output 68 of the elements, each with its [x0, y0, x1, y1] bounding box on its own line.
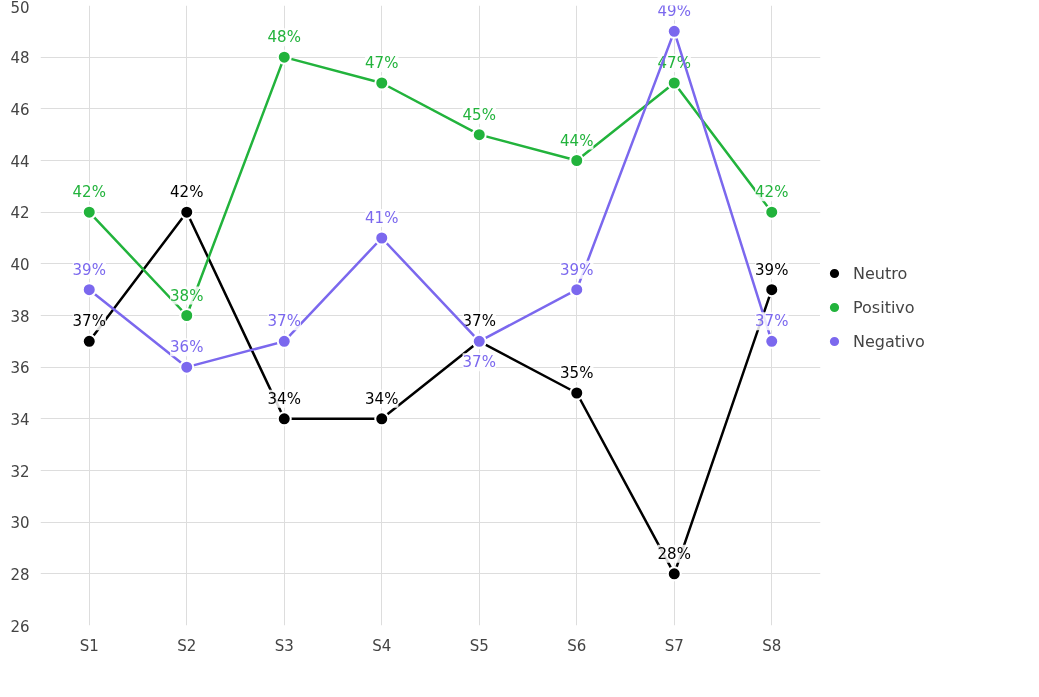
- point: [276, 333, 292, 349]
- y-tick-label: 44: [10, 152, 30, 171]
- data-label: 38%: [170, 286, 204, 305]
- x-tick-label: S5: [469, 636, 489, 655]
- legend-label: Positivo: [853, 297, 915, 317]
- point: [471, 127, 487, 143]
- data-label: 42%: [170, 183, 204, 202]
- point: [374, 230, 390, 246]
- point: [666, 75, 682, 91]
- point: [569, 282, 585, 298]
- data-label: 34%: [267, 389, 301, 408]
- point: [179, 204, 195, 220]
- data-label: 28%: [657, 544, 691, 563]
- data-label: 39%: [560, 260, 594, 279]
- point: [81, 333, 97, 349]
- data-label: 37%: [462, 312, 496, 331]
- data-label: 37%: [72, 312, 106, 331]
- data-label: 37%: [267, 312, 301, 331]
- data-label: 34%: [365, 389, 399, 408]
- point: [374, 411, 390, 427]
- point: [569, 385, 585, 401]
- y-tick-label: 50: [10, 0, 30, 17]
- point: [179, 359, 195, 375]
- y-tick-label: 30: [10, 514, 30, 533]
- y-tick-label: 46: [10, 100, 30, 119]
- point: [764, 333, 780, 349]
- data-label: 39%: [755, 260, 789, 279]
- legend-label: Neutro: [853, 263, 908, 283]
- y-tick-label: 38: [10, 307, 30, 326]
- data-label: 36%: [170, 338, 204, 357]
- x-tick-label: S7: [664, 636, 684, 655]
- point: [81, 204, 97, 220]
- data-label: 44%: [560, 131, 594, 150]
- y-tick-label: 40: [10, 255, 30, 274]
- y-tick-label: 48: [10, 49, 30, 68]
- x-tick-label: S2: [177, 636, 197, 655]
- point: [764, 282, 780, 298]
- point: [81, 282, 97, 298]
- data-label: 48%: [267, 28, 301, 47]
- data-label: 42%: [72, 183, 106, 202]
- x-tick-label: S8: [762, 636, 782, 655]
- data-label: 37%: [755, 312, 789, 331]
- x-tick-label: S4: [372, 636, 392, 655]
- data-label: 35%: [560, 364, 594, 382]
- data-label: 45%: [462, 105, 496, 124]
- y-tick-label: 32: [10, 462, 30, 481]
- data-label: 41%: [365, 209, 399, 227]
- y-tick-label: 26: [10, 617, 30, 636]
- point: [666, 566, 682, 582]
- point: [764, 204, 780, 220]
- point: [276, 411, 292, 427]
- y-tick-label: 42: [10, 204, 30, 223]
- y-tick-label: 36: [10, 359, 30, 378]
- x-tick-label: S6: [567, 636, 587, 655]
- data-label: 47%: [365, 54, 399, 72]
- x-tick-label: S1: [79, 636, 99, 655]
- point: [666, 23, 682, 39]
- x-tick-label: S3: [274, 636, 294, 655]
- data-label: 37%: [462, 353, 496, 372]
- point: [179, 308, 195, 323]
- point: [569, 153, 585, 168]
- point: [374, 75, 390, 91]
- data-label: 39%: [72, 260, 106, 279]
- y-tick-label: 34: [10, 410, 30, 429]
- legend-label: Negativo: [853, 331, 925, 351]
- point: [276, 49, 292, 65]
- y-tick-label: 28: [10, 565, 30, 584]
- data-label: 42%: [755, 183, 789, 202]
